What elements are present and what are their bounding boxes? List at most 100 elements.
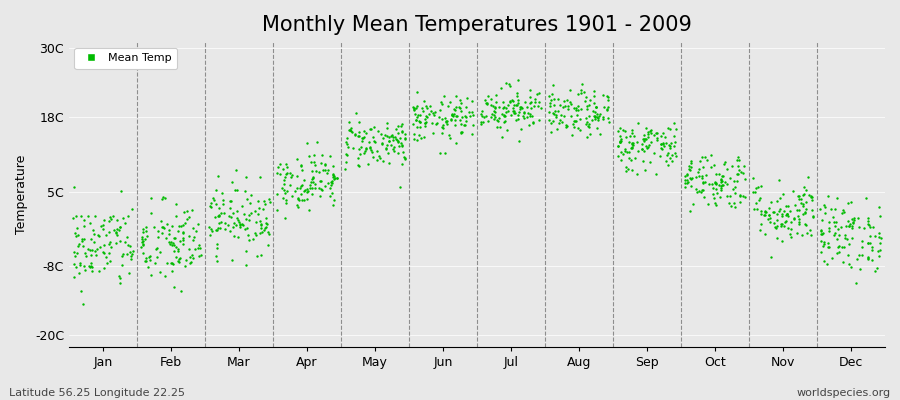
Point	[758, 208, 772, 215]
Point	[293, 162, 308, 168]
Point	[409, 117, 423, 124]
Point	[222, 205, 237, 212]
Point	[138, 258, 152, 264]
Point	[842, 223, 856, 229]
Point	[658, 140, 672, 146]
Point	[207, 196, 221, 203]
Point	[690, 169, 705, 176]
Point	[499, 108, 513, 115]
Point	[447, 122, 462, 128]
Point	[292, 185, 307, 192]
Point	[384, 142, 399, 148]
Point	[326, 172, 340, 178]
Point	[660, 152, 674, 158]
Point	[305, 191, 320, 197]
Point	[75, 236, 89, 243]
Point	[493, 124, 508, 130]
Point	[548, 108, 562, 114]
Point	[735, 193, 750, 199]
Point	[322, 152, 337, 159]
Point	[176, 230, 191, 236]
Point	[280, 188, 294, 194]
Point	[806, 214, 821, 220]
Point	[407, 131, 421, 137]
Point	[792, 215, 806, 222]
Point	[613, 138, 627, 144]
Point	[823, 244, 837, 250]
Point	[678, 184, 692, 190]
Point	[612, 139, 626, 145]
Point	[573, 90, 588, 96]
Point	[641, 144, 655, 150]
Point	[449, 113, 464, 119]
Point	[839, 223, 853, 229]
Point	[832, 232, 847, 238]
Point	[547, 111, 562, 117]
Point	[589, 114, 603, 120]
Point	[868, 268, 883, 274]
Point	[678, 177, 692, 184]
Point	[212, 205, 227, 211]
Point	[600, 94, 615, 100]
Point	[786, 188, 800, 194]
Point	[319, 162, 333, 168]
Point	[514, 104, 528, 110]
Point	[107, 226, 122, 233]
Point	[310, 139, 324, 146]
Point	[842, 241, 857, 247]
Point	[154, 217, 168, 224]
Point	[291, 204, 305, 210]
Point	[854, 251, 868, 258]
Point	[860, 255, 875, 261]
Point	[526, 119, 540, 126]
Point	[775, 190, 789, 197]
Point	[185, 254, 200, 261]
Point	[641, 131, 655, 138]
Point	[845, 235, 859, 241]
Point	[820, 261, 834, 268]
Point	[278, 199, 293, 206]
Point	[85, 268, 99, 274]
Point	[182, 232, 196, 239]
Point	[478, 97, 492, 103]
Point	[622, 139, 636, 146]
Point	[152, 268, 166, 275]
Point	[88, 248, 103, 254]
Point	[446, 106, 461, 112]
Point	[162, 226, 176, 233]
Point	[108, 230, 122, 236]
Point	[726, 200, 741, 206]
Point	[851, 252, 866, 258]
Point	[193, 244, 207, 251]
Point	[708, 181, 723, 187]
Point	[625, 157, 639, 164]
Point	[783, 231, 797, 237]
Point	[230, 187, 245, 194]
Point	[321, 167, 336, 173]
Point	[408, 111, 422, 118]
Point	[204, 200, 219, 206]
Point	[155, 230, 169, 236]
Point	[614, 149, 628, 155]
Point	[238, 211, 252, 217]
Point	[73, 260, 87, 266]
Point	[780, 213, 795, 219]
Point	[217, 210, 231, 216]
Point	[502, 83, 517, 89]
Point	[728, 204, 742, 210]
Point	[600, 107, 615, 114]
Point	[174, 223, 188, 229]
Point	[480, 101, 494, 107]
Point	[351, 162, 365, 168]
Point	[308, 185, 322, 191]
Point	[860, 240, 875, 246]
Point	[792, 193, 806, 200]
Point	[72, 241, 86, 248]
Point	[278, 170, 293, 177]
Point	[222, 213, 237, 219]
Point	[136, 237, 150, 244]
Point	[140, 255, 154, 261]
Point	[135, 228, 149, 235]
Point	[732, 157, 746, 163]
Point	[163, 241, 177, 247]
